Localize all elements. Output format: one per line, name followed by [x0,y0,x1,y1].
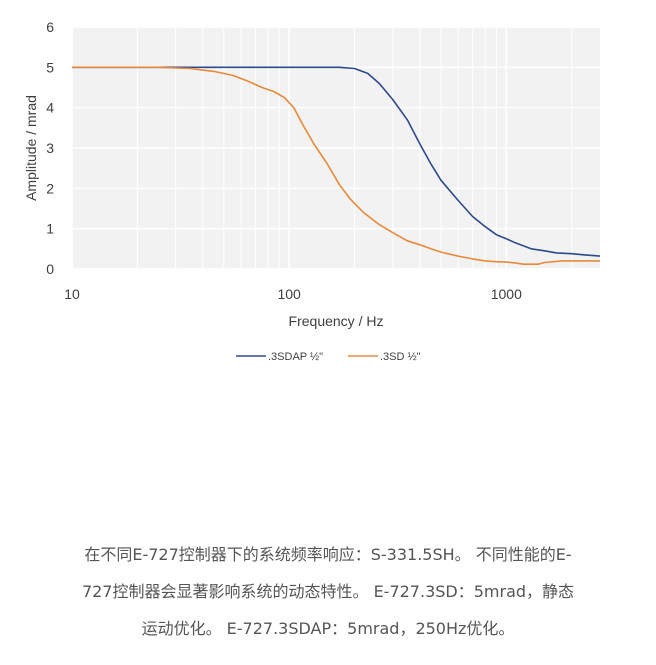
y-axis-title: Amplitude / mrad [23,95,39,201]
legend: .3SDAP ½" .3SD ½" [236,351,421,363]
caption-line-3: 运动优化。 E-727.3SDAP：5mrad，250Hz优化。 [141,619,515,638]
legend-label-sd: .3SD ½" [380,351,421,363]
series-lines [72,66,601,265]
x-axis-title: Frequency / Hz [289,313,384,329]
caption-line-1: 在不同E-727控制器下的系统频率响应：S-331.5SH。 不同性能的E- [84,545,572,564]
figure-caption: 在不同E-727控制器下的系统频率响应：S-331.5SH。 不同性能的E- 7… [0,536,656,647]
y-tick-label: 2 [46,180,54,196]
y-tick-label: 1 [46,221,54,237]
x-tick-label: 10 [64,286,80,302]
series-line-0 [72,66,601,257]
caption-line-2: 727控制器会显著影响系统的动态特性。 E-727.3SD：5mrad，静态 [81,582,575,601]
y-tick-label: 0 [46,261,54,277]
x-tick-labels: 10 100 1000 [64,286,522,302]
legend-label-sdap: .3SDAP ½" [268,351,323,363]
x-tick-label: 1000 [491,286,522,302]
y-tick-label: 3 [46,140,54,156]
y-tick-label: 6 [46,19,54,35]
y-tick-label: 5 [46,59,54,75]
x-tick-label: 100 [277,286,301,302]
frequency-response-chart: 10 100 1000 0 1 2 3 4 5 6 Frequency / Hz Amplitu… [23,19,601,363]
y-tick-labels: 0 1 2 3 4 5 6 [46,19,54,277]
y-tick-label: 4 [46,100,54,116]
series-line-1 [72,66,600,265]
